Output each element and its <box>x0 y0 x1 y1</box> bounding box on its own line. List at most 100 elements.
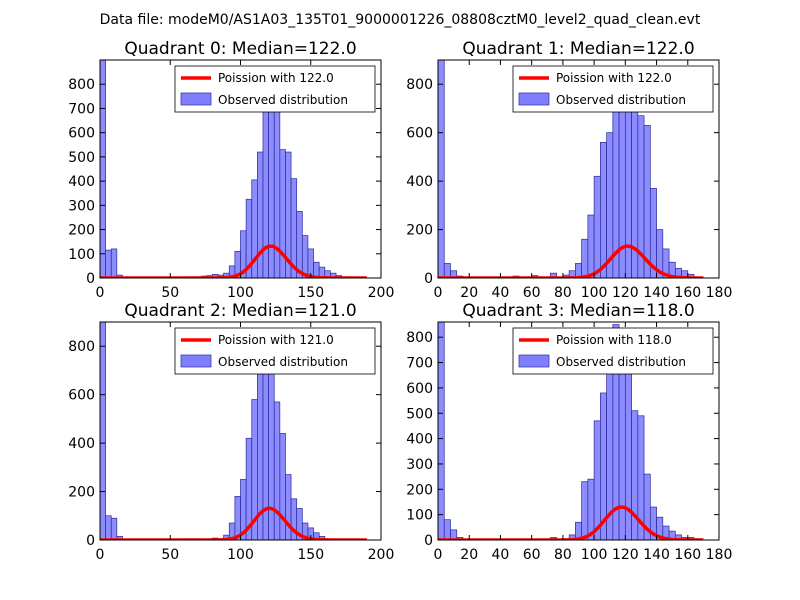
legend-label-observed: Observed distribution <box>218 355 348 369</box>
y-tick-label: 600 <box>68 126 95 142</box>
histogram-bar <box>110 517 118 540</box>
y-tick-label: 100 <box>68 247 95 263</box>
histogram-bar <box>593 420 601 540</box>
y-tick-label: 800 <box>406 330 433 346</box>
y-tick-label: 0 <box>424 533 433 549</box>
y-tick-label: 0 <box>424 271 433 287</box>
legend-bar-swatch <box>518 354 550 368</box>
histogram-bar <box>443 263 451 278</box>
histogram-bar <box>257 151 264 278</box>
histogram-bar <box>618 367 626 540</box>
y-tick-label: 100 <box>406 508 433 524</box>
y-tick-label: 400 <box>406 174 433 190</box>
histogram-bar <box>450 529 458 540</box>
legend-label-fit: Poission with 122.0 <box>218 71 334 85</box>
plot-frame <box>437 59 720 279</box>
x-tick-label: 140 <box>643 285 670 301</box>
histogram-bar <box>587 214 595 278</box>
x-tick-label: 100 <box>227 285 254 301</box>
x-tick-label: 50 <box>161 285 179 301</box>
panel-title: Quadrant 1: Median=122.0 <box>462 39 694 59</box>
histogram-bar <box>105 249 112 278</box>
histogram-bar <box>100 322 106 540</box>
x-tick-label: 140 <box>643 547 670 563</box>
x-tick-label: 120 <box>612 547 639 563</box>
panel-1: 0 20 40 60 80 100 120 140 160 180 0 200 400 600 800 Qua… <box>406 39 732 301</box>
y-tick-label: 200 <box>68 223 95 239</box>
legend: Poission with 122.0 Observed distribution <box>512 65 714 113</box>
x-tick-label: 160 <box>674 547 701 563</box>
x-tick-label: 0 <box>434 547 443 563</box>
y-tick-label: 800 <box>406 77 433 93</box>
panel-title: Quadrant 2: Median=121.0 <box>124 301 356 321</box>
histogram-bar <box>450 270 458 278</box>
legend: Poission with 122.0 Observed distribution <box>174 65 376 113</box>
histogram-bar <box>110 248 118 278</box>
legend-label-fit: Poission with 121.0 <box>218 333 334 347</box>
legend-bar-swatch <box>180 354 212 368</box>
x-tick-label: 0 <box>96 547 105 563</box>
y-tick-label: 700 <box>68 101 95 117</box>
histogram-bar <box>643 125 651 278</box>
histogram-bar <box>105 515 112 540</box>
legend-label-observed: Observed distribution <box>556 355 686 369</box>
x-tick-label: 180 <box>706 285 733 301</box>
x-tick-label: 0 <box>96 285 105 301</box>
legend-label-fit: Poission with 122.0 <box>556 71 672 85</box>
histogram-bar <box>593 175 601 278</box>
x-tick-label: 200 <box>368 547 395 563</box>
histogram-bar <box>268 355 275 540</box>
y-tick-label: 600 <box>68 388 95 404</box>
histogram-bar <box>581 238 589 278</box>
legend-label-fit: Poission with 118.0 <box>556 333 672 347</box>
panel-3: 0 20 40 60 80 100 120 140 160 1800100200300400500… <box>406 301 732 563</box>
y-tick-label: 700 <box>406 356 433 372</box>
panel-title: Quadrant 3: Median=118.0 <box>462 301 694 321</box>
histogram-bar <box>438 60 445 278</box>
y-tick-label: 500 <box>406 406 433 422</box>
histogram-bar <box>438 322 445 540</box>
x-tick-label: 160 <box>674 285 701 301</box>
panel-0: 0 50 100 150 200 0 100 200 300 400 500 600 700 800 Qua… <box>68 39 394 301</box>
x-tick-label: 60 <box>523 547 541 563</box>
x-tick-label: 0 <box>434 285 443 301</box>
legend: Poission with 121.0 Observed distribution <box>174 327 376 375</box>
y-tick-label: 300 <box>68 198 95 214</box>
legend: Poission with 118.0 Observed distribution <box>512 327 714 375</box>
x-tick-label: 200 <box>368 285 395 301</box>
plot-frame <box>437 321 720 541</box>
y-tick-label: 0 <box>86 533 95 549</box>
x-tick-label: 100 <box>227 547 254 563</box>
histogram-bar <box>301 235 309 278</box>
y-tick-label: 200 <box>406 482 433 498</box>
figure-title: Data file: modeM0/AS1A03_135T01_90000012… <box>100 12 701 28</box>
y-tick-label: 500 <box>68 150 95 166</box>
y-tick-label: 800 <box>68 77 95 93</box>
x-tick-label: 20 <box>460 285 478 301</box>
histogram-bar <box>100 60 106 278</box>
x-tick-label: 100 <box>581 547 608 563</box>
histogram-bar <box>273 401 281 540</box>
y-tick-label: 400 <box>68 436 95 452</box>
x-tick-label: 150 <box>297 547 324 563</box>
x-tick-label: 50 <box>161 547 179 563</box>
histogram-bar <box>443 519 451 540</box>
y-tick-label: 400 <box>406 432 433 448</box>
y-tick-label: 600 <box>406 126 433 142</box>
plot-area <box>438 60 704 278</box>
histogram-bar <box>279 433 286 540</box>
y-tick-label: 400 <box>68 174 95 190</box>
x-tick-label: 120 <box>612 285 639 301</box>
x-tick-label: 60 <box>523 285 541 301</box>
y-tick-label: 0 <box>86 271 95 287</box>
x-tick-label: 80 <box>554 547 572 563</box>
y-tick-label: 200 <box>68 485 95 501</box>
y-tick-label: 200 <box>406 223 433 239</box>
histogram-bar <box>600 142 607 278</box>
legend-label-observed: Observed distribution <box>218 93 348 107</box>
x-tick-label: 150 <box>297 285 324 301</box>
legend-bar-swatch <box>180 92 212 106</box>
x-tick-label: 40 <box>492 547 510 563</box>
y-tick-label: 800 <box>68 339 95 355</box>
y-tick-label: 600 <box>406 381 433 397</box>
